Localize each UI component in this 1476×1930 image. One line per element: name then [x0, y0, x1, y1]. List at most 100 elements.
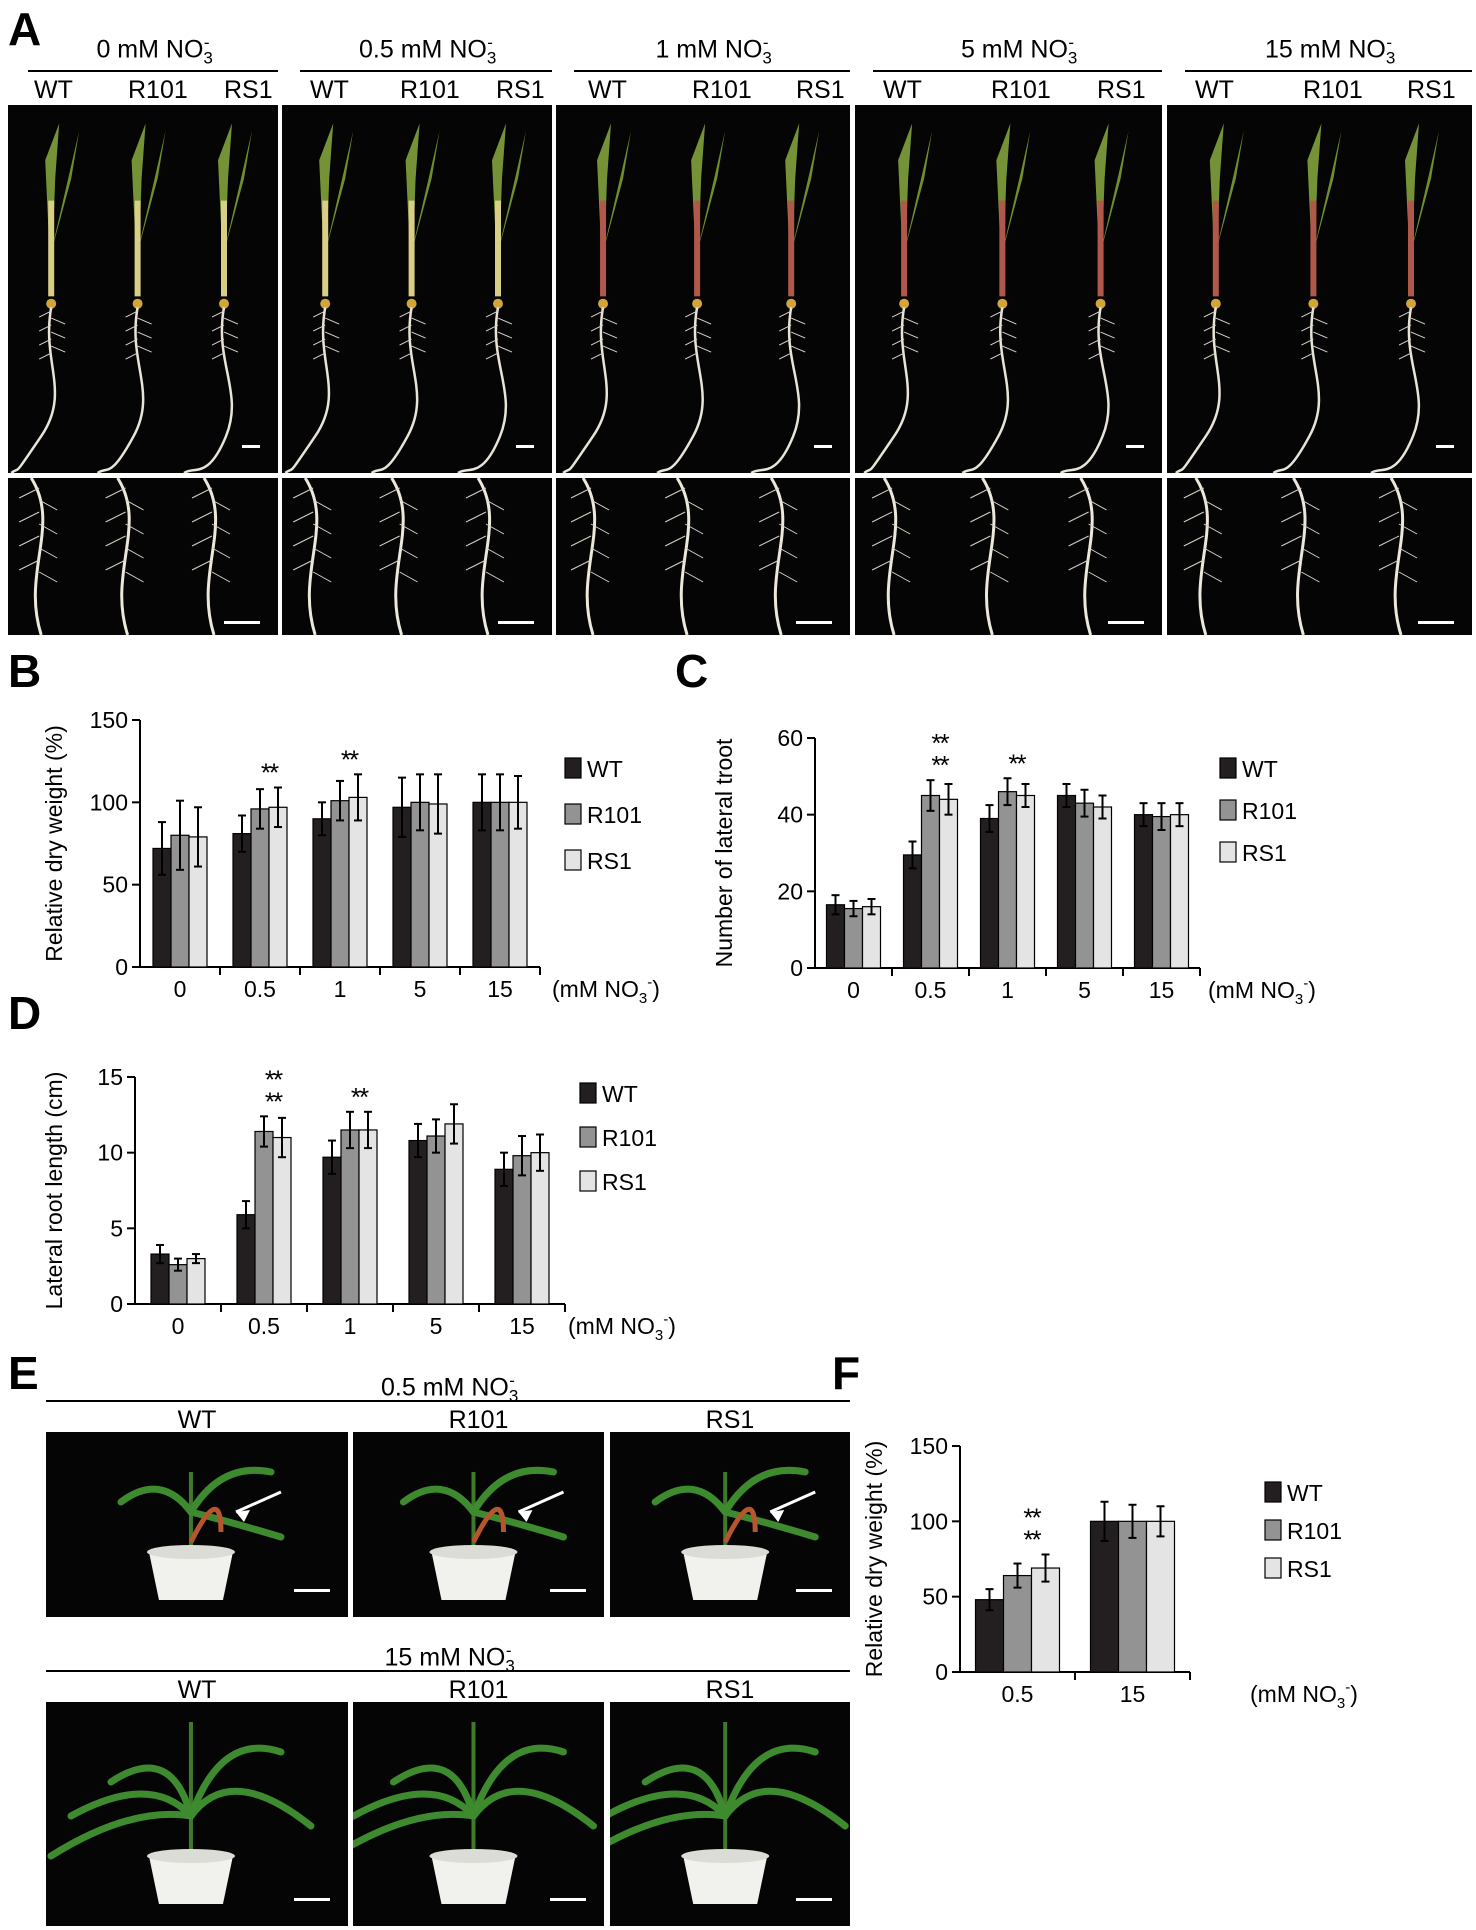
bar [1089, 1520, 1120, 1673]
legend-swatch [564, 757, 582, 779]
genotype-label: R101 [448, 1406, 509, 1434]
significance-mark: ** [1008, 748, 1026, 778]
bar [902, 854, 923, 969]
bar [358, 1129, 378, 1305]
bar [1002, 1574, 1033, 1673]
scale-bar [242, 445, 260, 448]
y-tick-label: 150 [90, 707, 128, 733]
genotype-label: R101 [1303, 76, 1363, 104]
root-closeup-15mM [1167, 478, 1472, 635]
legend-label: RS1 [1287, 1556, 1332, 1582]
panel-letter-a: A [8, 3, 42, 55]
scale-bar [224, 621, 260, 624]
legend-label: RS1 [1242, 840, 1287, 866]
genotype-label: R101 [991, 76, 1051, 104]
x-tick-label: 0 [174, 976, 187, 1002]
significance-mark: ** [931, 728, 949, 758]
condition-header: 0 mM NO3- [96, 33, 213, 68]
y-tick-label: 50 [102, 872, 128, 898]
seedling-photo-0mM [8, 105, 278, 473]
y-tick-label: 50 [922, 1584, 948, 1610]
scale-bar [1418, 621, 1454, 624]
x-tick-label: 0.5 [244, 976, 276, 1002]
legend-swatch [579, 1170, 597, 1192]
bar [512, 1155, 532, 1305]
bar [340, 1129, 360, 1305]
legend-swatch [1219, 841, 1237, 863]
bar [330, 800, 350, 968]
root-closeup-0mM [8, 478, 278, 635]
genotype-label: RS1 [705, 1676, 755, 1704]
legend-swatch [564, 803, 582, 825]
scale-bar [294, 1898, 330, 1901]
scale-bar [796, 621, 832, 624]
genotype-label: WT [310, 76, 349, 104]
bar [312, 818, 332, 968]
scale-bar [1126, 445, 1144, 448]
genotype-label: WT [177, 1676, 217, 1704]
bar [1151, 815, 1172, 969]
bar [1092, 806, 1113, 969]
scale-bar [814, 445, 832, 448]
root-closeup-0-5mM [282, 478, 552, 635]
legend-label: WT [602, 1081, 638, 1107]
y-tick-label: 10 [97, 1140, 123, 1166]
bar [322, 1156, 342, 1305]
genotype-label: RS1 [796, 76, 845, 104]
genotype-label: R101 [448, 1676, 509, 1704]
significance-mark: ** [265, 1064, 283, 1094]
condition-header: 15 mM NO3- [1265, 33, 1396, 68]
bar [1056, 794, 1077, 969]
legend-label: R101 [1242, 798, 1297, 824]
panel-letter-d: D [8, 987, 42, 1039]
legend-swatch [1219, 799, 1237, 821]
y-tick-label: 0 [110, 1291, 123, 1317]
plant-photo-wt-15mM [46, 1702, 348, 1926]
chart-svg: 0 50 100 150 Relative dry weight (%) 0 0.5 ** 1 *… [41, 707, 660, 1007]
bar [426, 1135, 446, 1305]
significance-mark: ** [341, 744, 359, 774]
header-rule [873, 70, 1162, 72]
x-tick-label: 1 [1001, 977, 1014, 1003]
bar [974, 1599, 1005, 1673]
bar [997, 791, 1018, 969]
legend-label: R101 [1287, 1518, 1342, 1544]
significance-mark: ** [1023, 1502, 1041, 1532]
condition-header-bottom: 15 mM NO3- [384, 1641, 515, 1676]
scale-bar [550, 1589, 586, 1592]
header-rule [574, 70, 850, 72]
bar [444, 1123, 464, 1305]
y-axis-label: Lateral root length (cm) [41, 1072, 67, 1310]
genotype-label: RS1 [496, 76, 545, 104]
bar [1133, 814, 1154, 969]
bar [843, 907, 864, 969]
bar [348, 796, 368, 968]
bar [861, 906, 882, 969]
root-closeup-1mM [556, 478, 850, 635]
bar [1074, 802, 1095, 969]
y-tick-label: 60 [777, 725, 803, 751]
y-tick-label: 100 [910, 1508, 948, 1534]
condition-header-top: 0.5 mM NO3- [381, 1371, 519, 1406]
legend-label: RS1 [602, 1169, 647, 1195]
genotype-label: RS1 [1407, 76, 1456, 104]
seedling-photo-5mM [855, 105, 1162, 473]
genotype-label: WT [588, 76, 627, 104]
legend-label: WT [1287, 1480, 1323, 1506]
y-tick-label: 0 [115, 954, 128, 980]
chart-c-lateral-root-number: 0 20 40 60 Number of lateral troot 0 0.5 ** ** 1 *… [680, 690, 1476, 1008]
significance-mark: ** [261, 758, 279, 788]
x-tick-label: 0 [172, 1313, 185, 1339]
x-tick-label: 1 [344, 1313, 357, 1339]
header-rule [46, 1400, 850, 1402]
bar [938, 798, 959, 969]
header-rule [1185, 70, 1472, 72]
bar [920, 794, 941, 969]
legend-swatch [579, 1082, 597, 1104]
x-unit-label: (mM NO3-) [552, 974, 660, 1007]
y-axis-label: Relative dry weight (%) [861, 1441, 887, 1677]
bar [979, 817, 1000, 969]
legend-swatch [1219, 757, 1237, 779]
